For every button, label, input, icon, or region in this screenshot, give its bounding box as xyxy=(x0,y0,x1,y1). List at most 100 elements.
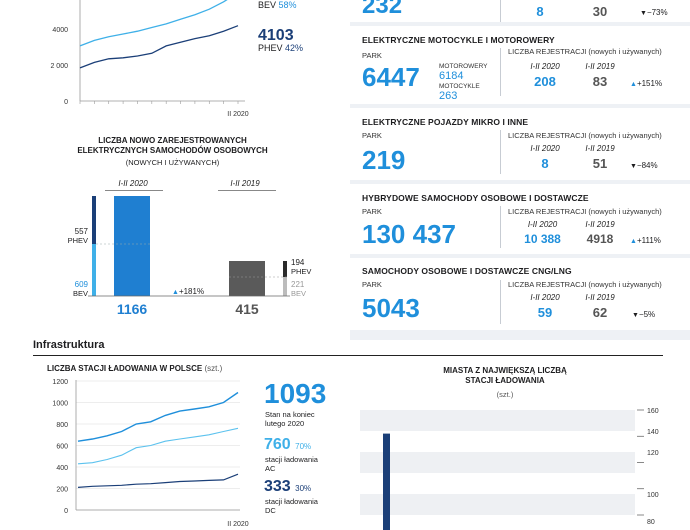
cities-ytick-100: 100 xyxy=(647,492,659,499)
infra-dc-caption-2: DC xyxy=(265,506,276,515)
top-ytick-2000: 2 000 xyxy=(50,63,68,70)
card0-a: 8 xyxy=(536,4,544,19)
infra-chart-unit: (szt.) xyxy=(204,364,223,373)
cities-band-2 xyxy=(360,452,635,473)
cities-title-1: MIASTA Z NAJWIĘKSZĄ LICZBĄ xyxy=(443,366,567,375)
card1-sub1-value: 6184 xyxy=(439,70,464,82)
card1-a-label: I-II 2020 xyxy=(530,62,560,71)
phev-2020-label: PHEV xyxy=(67,236,88,245)
cities-ytick-120: 120 xyxy=(647,450,659,457)
total-stations-line xyxy=(77,391,239,442)
infra-total-caption-1: Stan na koniec xyxy=(265,410,315,419)
phev-2020-value: 557 xyxy=(74,227,88,236)
card-hybrid: HYBRYDOWE SAMOCHODY OSOBOWE I DOSTAWCZE … xyxy=(350,184,690,254)
card2-title: ELEKTRYCZNE POJAZDY MIKRO I INNE xyxy=(362,117,529,127)
card0-divider xyxy=(500,0,501,22)
phev-value: 4103 xyxy=(258,27,294,44)
card2-b-label: I-II 2019 xyxy=(585,144,615,153)
cities-title-2: STACJI ŁADOWANIA xyxy=(465,376,545,385)
change-2020: ▲+181% xyxy=(172,287,204,296)
card4-reg-label: LICZBA REJESTRACJI (nowych i używanych) xyxy=(508,280,662,289)
card1-a: 208 xyxy=(534,74,556,89)
card3-a: 10 388 xyxy=(524,232,561,246)
card3-park-label: PARK xyxy=(362,207,382,216)
infra-chart-title-text: LICZBA STACJI ŁADOWANIA W POLSCE xyxy=(47,364,203,373)
infra-xtick: II 2020 xyxy=(227,521,249,528)
period-2020-underline xyxy=(105,190,163,191)
card2-a-label: I-II 2020 xyxy=(530,144,560,153)
top-ytick-4000: 4000 xyxy=(52,27,68,34)
new-reg-title: LICZBA NOWO ZAREJESTROWANYCH ELEKTRYCZNY… xyxy=(77,136,268,155)
infra-section-title: Infrastruktura xyxy=(33,339,105,351)
card1-sub1-label: MOTOROWERY xyxy=(439,63,488,70)
bar-2020 xyxy=(114,196,150,296)
bev-2019-label: BEV xyxy=(291,289,307,298)
phev-2019-label: PHEV xyxy=(291,267,312,276)
card3-change-value: +111% xyxy=(636,236,661,245)
infra-ac-value: 760 xyxy=(264,436,291,453)
card1-b: 83 xyxy=(592,74,608,89)
down-arrow-icon: ▼ xyxy=(640,10,647,17)
card1-sub2-label: MOTOCYKLE xyxy=(439,83,480,90)
bev-2019-value: 221 xyxy=(291,280,305,289)
card3-divider xyxy=(500,206,501,248)
card2-b: 51 xyxy=(592,156,608,171)
cities-ytick-160: 160 xyxy=(647,408,659,415)
cities-band-3 xyxy=(360,494,635,515)
cities-unit: (szt.) xyxy=(496,390,514,399)
infra-ac: 760 70% xyxy=(264,436,311,454)
city-bar xyxy=(383,433,390,530)
infra-chart-title: LICZBA STACJI ŁADOWANIA W POLSCE (szt.) xyxy=(47,364,222,373)
card4-divider xyxy=(500,280,501,324)
change-value: +181% xyxy=(178,287,205,296)
period-2019-label: I-II 2019 xyxy=(230,179,260,188)
dc-stations-line xyxy=(77,473,239,488)
card3-change: ▲+111% xyxy=(630,236,661,245)
cities-ytick-140: 140 xyxy=(647,429,659,436)
card1-change: ▲+151% xyxy=(630,79,662,88)
bev-legend: BEV 58% xyxy=(258,0,297,10)
bar-2019 xyxy=(229,261,265,296)
card-cng: SAMOCHODY OSOBOWE I DOSTAWCZE CNG/LNG PA… xyxy=(350,258,690,330)
infra-ac-caption-2: AC xyxy=(265,464,276,473)
card2-change-value: −84% xyxy=(636,161,658,170)
card1-divider xyxy=(500,48,501,96)
card-top-partial: 232 8 30 ▼−73% xyxy=(350,0,690,22)
card4-park-label: PARK xyxy=(362,280,382,289)
period-2019-underline xyxy=(218,190,276,191)
infra-ac-caption-1: stacji ładowania xyxy=(265,455,318,464)
bev-pct: 58% xyxy=(278,0,297,10)
card3-park: 130 437 xyxy=(362,219,456,249)
phev-pct: 42% xyxy=(285,43,304,53)
card3-a-label: I-II 2020 xyxy=(527,220,558,229)
vehicle-stats-panel: 232 8 30 ▼−73% ELEKTRYCZNE MOTOCYKLE I M… xyxy=(350,0,690,340)
card0-b: 30 xyxy=(592,4,608,19)
card1-title: ELEKTRYCZNE MOTOCYKLE I MOTOROWERY xyxy=(362,35,555,45)
period-2020-label: I-II 2020 xyxy=(118,179,148,188)
bev-series-line xyxy=(79,0,228,47)
phev-2020-marker xyxy=(92,196,96,244)
card4-change: ▼−5% xyxy=(632,310,655,319)
top-ytick-0: 0 xyxy=(64,99,68,106)
bev-2020-marker xyxy=(92,244,96,296)
card1-sub2-value: 263 xyxy=(439,90,458,102)
card2-park: 219 xyxy=(362,145,406,175)
card4-title: SAMOCHODY OSOBOWE I DOSTAWCZE CNG/LNG xyxy=(362,266,572,276)
card3-b: 4918 xyxy=(586,232,614,246)
new-reg-bars xyxy=(88,196,290,297)
infra-ytick-600: 600 xyxy=(56,444,68,451)
down-arrow-icon: ▼ xyxy=(632,312,639,319)
phev-label: PHEV xyxy=(258,43,283,53)
card-micro: ELEKTRYCZNE POJAZDY MIKRO I INNE PARK 21… xyxy=(350,108,690,180)
card4-park: 5043 xyxy=(362,293,420,323)
card2-change: ▼−84% xyxy=(630,161,658,170)
card3-b-label: I-II 2019 xyxy=(585,220,615,229)
cities-ytick-80: 80 xyxy=(647,519,655,526)
infra-total: 1093 xyxy=(264,378,327,409)
cities-bar-chart: 160 140 120 100 80 xyxy=(360,408,659,530)
up-arrow-icon: ▲ xyxy=(630,238,637,245)
infra-ytick-1000: 1000 xyxy=(52,401,68,408)
infra-ytick-200: 200 xyxy=(56,487,68,494)
card4-b-label: I-II 2019 xyxy=(585,293,615,302)
infra-section-rule xyxy=(33,355,663,356)
